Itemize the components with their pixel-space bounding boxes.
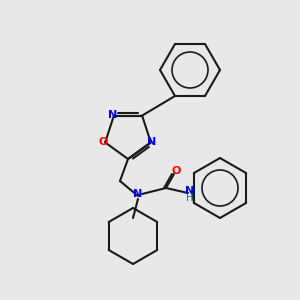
Text: N: N [134, 189, 142, 199]
Text: N: N [108, 110, 118, 120]
Text: H: H [186, 193, 194, 203]
Text: O: O [171, 166, 181, 176]
Text: N: N [147, 137, 157, 147]
Text: N: N [185, 186, 195, 196]
Text: O: O [98, 137, 108, 147]
